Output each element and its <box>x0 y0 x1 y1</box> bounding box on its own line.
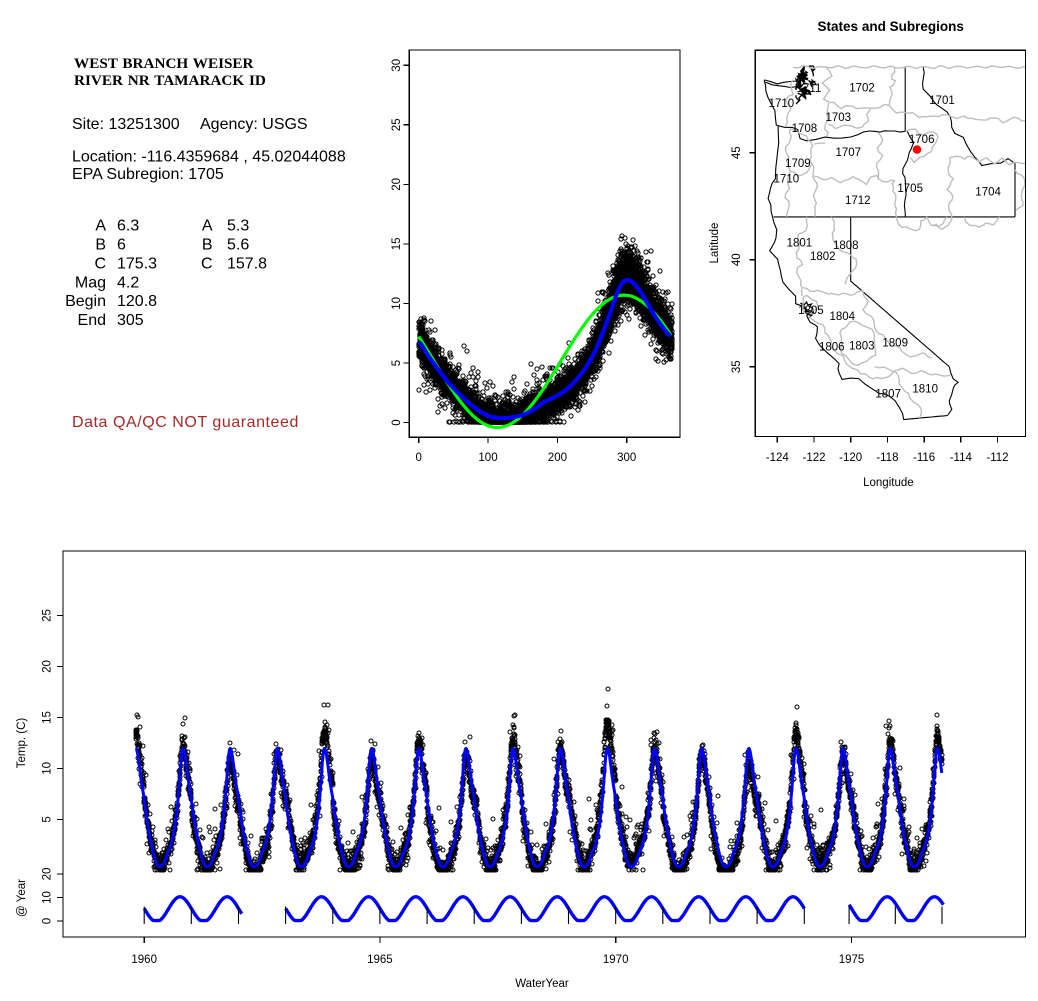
svg-text:Begin: Begin <box>65 293 106 310</box>
svg-text:RIVER NR TAMARACK ID: RIVER NR TAMARACK ID <box>74 72 266 89</box>
svg-text:157.8: 157.8 <box>227 255 267 272</box>
svg-text:5.3: 5.3 <box>227 218 249 235</box>
svg-text:Site: 13251300: Site: 13251300 <box>72 116 180 133</box>
svg-text:EPA Subregion: 1705: EPA Subregion: 1705 <box>72 166 224 183</box>
svg-text:0: 0 <box>391 419 403 425</box>
svg-text:WEST BRANCH WEISER: WEST BRANCH WEISER <box>74 55 255 72</box>
svg-text:Mag: Mag <box>75 274 106 291</box>
svg-text:Data QA/QC NOT guaranteed: Data QA/QC NOT guaranteed <box>72 414 299 431</box>
svg-text:6.3: 6.3 <box>117 218 139 235</box>
svg-text:200: 200 <box>548 452 567 464</box>
svg-text:4.2: 4.2 <box>117 274 139 291</box>
svg-text:305: 305 <box>117 312 144 329</box>
svg-text:B: B <box>202 237 213 254</box>
svg-text:15: 15 <box>391 238 403 251</box>
svg-text:300: 300 <box>617 452 636 464</box>
svg-text:10: 10 <box>391 297 403 310</box>
svg-text:A: A <box>95 218 106 235</box>
svg-text:20: 20 <box>391 178 403 191</box>
svg-text:25: 25 <box>391 118 403 131</box>
svg-text:A: A <box>202 218 213 235</box>
svg-text:5.6: 5.6 <box>227 237 249 254</box>
svg-text:B: B <box>95 237 106 254</box>
svg-text:100: 100 <box>478 452 497 464</box>
svg-text:C: C <box>201 255 213 272</box>
svg-text:C: C <box>94 255 106 272</box>
svg-text:175.3: 175.3 <box>117 255 157 272</box>
svg-text:0: 0 <box>415 452 421 464</box>
svg-text:Agency: USGS: Agency: USGS <box>200 116 308 133</box>
svg-text:Location: -116.4359684 , 45.02: Location: -116.4359684 , 45.02044088 <box>72 149 346 166</box>
svg-text:5: 5 <box>391 360 403 366</box>
svg-text:120.8: 120.8 <box>117 293 157 310</box>
svg-text:End: End <box>78 312 106 329</box>
svg-text:30: 30 <box>391 59 403 72</box>
svg-text:6: 6 <box>117 237 126 254</box>
